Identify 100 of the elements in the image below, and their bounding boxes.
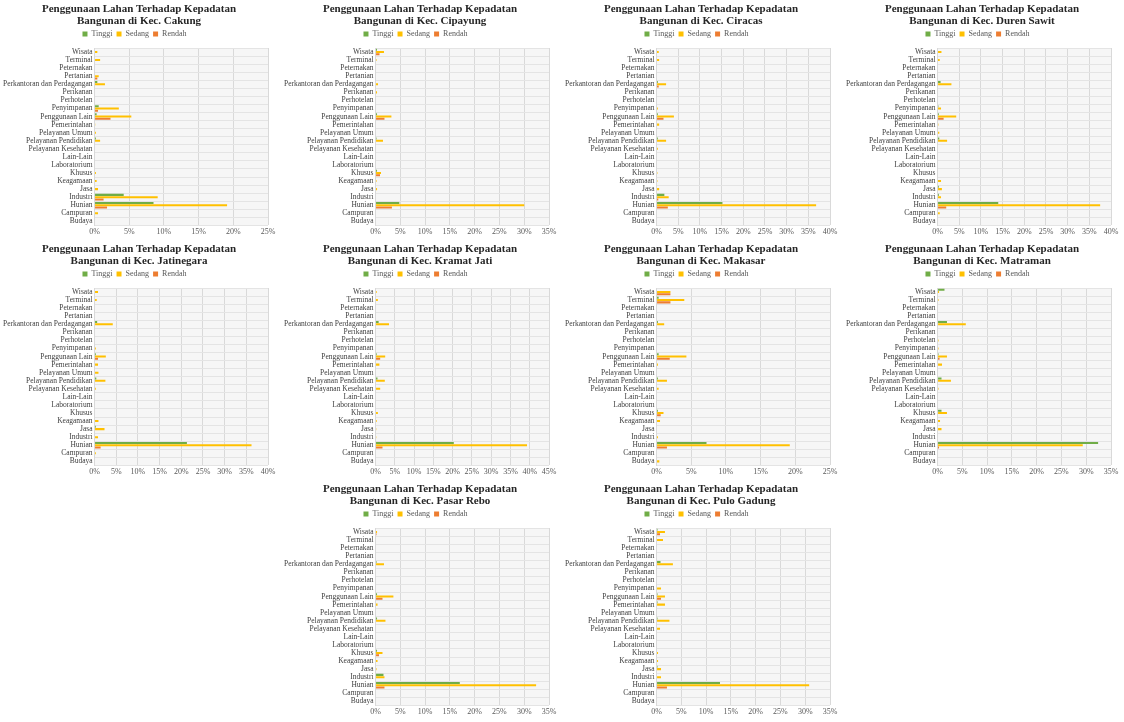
bar bbox=[938, 441, 1099, 444]
legend-label: Sedang bbox=[687, 269, 712, 279]
legend-label: Tinggi bbox=[653, 509, 676, 519]
x-tick-label: 0% bbox=[651, 227, 663, 237]
legend-label: Rendah bbox=[162, 29, 187, 39]
bar bbox=[376, 379, 385, 382]
bar bbox=[938, 115, 957, 118]
x-tick-label: 35% bbox=[541, 227, 557, 237]
bar bbox=[95, 59, 101, 62]
bar bbox=[657, 139, 667, 142]
x-tick-label: 5% bbox=[675, 707, 687, 717]
bar bbox=[657, 668, 662, 671]
legend-label: Sedang bbox=[687, 509, 712, 519]
x-tick-label: 40% bbox=[822, 227, 838, 237]
chart-title: Penggunaan Lahan Terhadap Kepadatan Bangunan di Kec. Ciracas bbox=[602, 2, 800, 26]
bar bbox=[657, 563, 673, 566]
bar bbox=[938, 80, 941, 84]
x-tick-label: 5% bbox=[394, 707, 406, 717]
bar bbox=[657, 446, 667, 449]
bar bbox=[376, 357, 381, 360]
legend-label: Sedang bbox=[687, 29, 712, 39]
x-tick-label: 10% bbox=[406, 467, 422, 477]
x-tick-label: 25% bbox=[464, 467, 480, 477]
bar bbox=[657, 193, 665, 196]
x-tick-label: 0% bbox=[370, 227, 382, 237]
legend-label: Tinggi bbox=[934, 269, 957, 279]
x-tick-label: 20% bbox=[748, 707, 764, 717]
legend-label: Sedang bbox=[406, 29, 431, 39]
bar bbox=[95, 379, 106, 382]
x-tick-label: 5% bbox=[394, 227, 406, 237]
x-tick-label: 0% bbox=[651, 707, 663, 717]
legend-label: Sedang bbox=[406, 509, 431, 519]
bar bbox=[376, 444, 528, 447]
x-tick-label: 0% bbox=[370, 467, 382, 477]
bar bbox=[657, 587, 662, 590]
bar bbox=[95, 363, 99, 366]
bar bbox=[95, 193, 124, 196]
bar bbox=[938, 288, 945, 291]
x-tick-label: 5% bbox=[672, 227, 684, 237]
x-tick-label: 30% bbox=[217, 467, 233, 477]
bar bbox=[938, 117, 944, 120]
bar bbox=[657, 595, 665, 598]
x-tick-label: 35% bbox=[238, 467, 254, 477]
x-tick-label: 0% bbox=[370, 707, 382, 717]
x-tick-label: 20% bbox=[445, 467, 461, 477]
x-tick-label: 25% bbox=[757, 227, 773, 237]
bar bbox=[95, 355, 106, 358]
x-tick-label: 5% bbox=[123, 227, 135, 237]
chart-title: Penggunaan Lahan Terhadap Kepadatan Bangunan di Kec. Pasar Rebo bbox=[321, 482, 519, 506]
bar bbox=[95, 441, 187, 444]
bar bbox=[376, 684, 537, 687]
legend-label: Rendah bbox=[443, 269, 468, 279]
bar bbox=[376, 201, 400, 204]
legend-label: Tinggi bbox=[372, 509, 395, 519]
bar bbox=[376, 204, 525, 207]
bar bbox=[657, 188, 660, 191]
bar bbox=[657, 196, 669, 199]
bar bbox=[938, 201, 999, 204]
x-tick-label: 25% bbox=[492, 707, 508, 717]
bar bbox=[657, 533, 661, 536]
x-tick-label: 5% bbox=[389, 467, 401, 477]
x-tick-label: 0% bbox=[651, 467, 663, 477]
x-tick-label: 10% bbox=[718, 467, 734, 477]
bar bbox=[938, 428, 942, 431]
x-tick-label: 40% bbox=[522, 467, 538, 477]
x-tick-label: 30% bbox=[516, 227, 532, 237]
chart-title: Penggunaan Lahan Terhadap Kepadatan Bangunan di Kec. Jatinegara bbox=[40, 242, 238, 266]
bar bbox=[657, 355, 687, 358]
x-tick-label: 20% bbox=[173, 467, 189, 477]
x-tick-label: 15% bbox=[442, 707, 458, 717]
bar bbox=[95, 428, 105, 431]
x-tick-label: 15% bbox=[1004, 467, 1020, 477]
x-tick-label: 10% bbox=[130, 467, 146, 477]
x-tick-label: 10% bbox=[417, 227, 433, 237]
chart-title: Penggunaan Lahan Terhadap Kepadatan Bangunan di Kec. Cakung bbox=[40, 2, 238, 26]
bar bbox=[95, 196, 158, 199]
x-tick-label: 0% bbox=[932, 467, 944, 477]
legend-label: Tinggi bbox=[653, 269, 676, 279]
bar bbox=[95, 446, 101, 449]
bar bbox=[657, 59, 660, 62]
bar bbox=[376, 595, 394, 598]
bar bbox=[938, 320, 947, 324]
bar bbox=[376, 686, 385, 689]
bar bbox=[657, 301, 671, 304]
bar bbox=[657, 357, 670, 360]
x-tick-label: 25% bbox=[195, 467, 211, 477]
x-tick-label: 30% bbox=[797, 707, 813, 717]
x-tick-label: 0% bbox=[89, 467, 101, 477]
chart-title: Penggunaan Lahan Terhadap Kepadatan Bangunan di Kec. Makasar bbox=[602, 242, 800, 266]
x-tick-label: 35% bbox=[541, 707, 557, 717]
chart-title: Penggunaan Lahan Terhadap Kepadatan Bangunan di Kec. Cipayung bbox=[321, 2, 519, 26]
bar bbox=[95, 83, 105, 86]
x-tick-label: 40% bbox=[260, 467, 276, 477]
bar bbox=[95, 115, 132, 118]
x-tick-label: 25% bbox=[260, 227, 276, 237]
bar bbox=[657, 201, 723, 204]
bar bbox=[938, 355, 947, 358]
bar bbox=[657, 444, 790, 447]
x-tick-label: 30% bbox=[1078, 467, 1094, 477]
bar bbox=[95, 323, 113, 326]
